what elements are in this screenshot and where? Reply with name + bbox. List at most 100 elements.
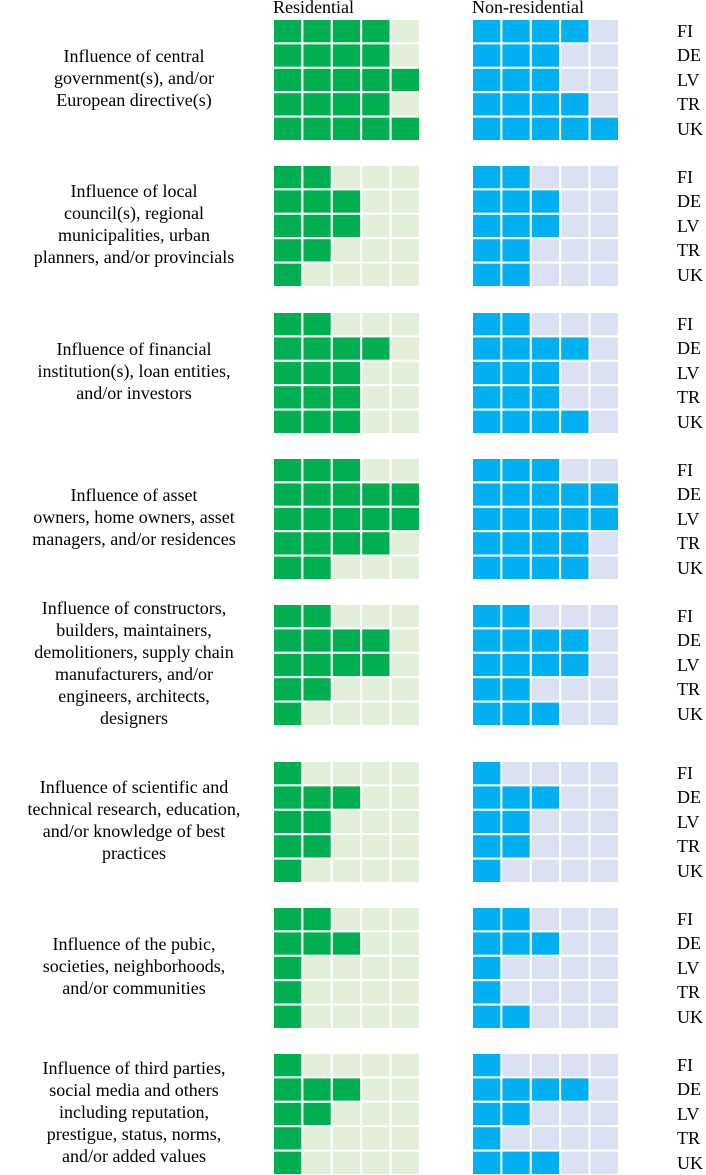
residential-cell-uk-5-empty <box>389 857 422 884</box>
nonresidential-cell-uk-3-empty <box>529 261 562 289</box>
country-label-fi: FI <box>677 21 694 41</box>
nonresidential-cell-lv-3-empty <box>529 808 562 836</box>
residential-cell-de-2-filled <box>301 627 333 654</box>
residential-cell-uk-1-filled <box>272 1003 304 1030</box>
nonresidential-cell-fi-4-empty <box>559 906 591 933</box>
country-label-fi: FI <box>677 606 694 626</box>
nonresidential-cell-lv-4-filled <box>559 505 591 533</box>
nonresidential-cell-uk-1-filled <box>471 554 503 581</box>
nonresidential-cell-tr-4-empty <box>559 833 591 860</box>
nonresidential-cell-tr-2-filled <box>500 237 532 264</box>
residential-cell-lv-2-filled <box>301 66 333 94</box>
nonresidential-cell-lv-4-empty <box>559 66 591 94</box>
residential-cell-tr-4-empty <box>360 384 392 411</box>
residential-cell-lv-1-filled <box>272 954 304 982</box>
nonresidential-cell-fi-2-filled <box>500 164 532 191</box>
nonresidential-cell-uk-3-filled <box>529 115 562 142</box>
residential-cell-de-3-filled <box>330 930 363 957</box>
residential-cell-fi-4-empty <box>360 1052 392 1079</box>
nonresidential-cell-tr-4-empty <box>559 676 591 703</box>
residential-cell-lv-1-filled <box>272 808 304 836</box>
nonresidential-cell-de-1-filled <box>471 481 503 508</box>
nonresidential-cell-lv-5-empty <box>588 359 620 387</box>
nonresidential-cell-tr-2-filled <box>500 676 532 703</box>
nonresidential-cell-fi-3-empty <box>529 906 562 933</box>
residential-cell-lv-2-filled <box>301 212 333 240</box>
residential-cell-fi-2-filled <box>301 18 333 45</box>
nonresidential-cell-fi-4-empty <box>559 164 591 191</box>
nonresidential-cell-fi-4-empty <box>559 457 591 484</box>
nonresidential-cell-uk-4-filled <box>559 115 591 142</box>
residential-cell-lv-4-empty <box>360 1100 392 1128</box>
nonresidential-cell-uk-3-filled <box>529 1149 562 1175</box>
residential-cell-de-4-filled <box>360 627 392 654</box>
residential-cell-de-3-filled <box>330 1076 363 1103</box>
residential-cell-fi-1-filled <box>272 311 304 338</box>
country-label-fi: FI <box>677 1055 694 1075</box>
residential-cell-lv-2-filled <box>301 505 333 533</box>
nonresidential-cell-tr-3-filled <box>529 530 562 557</box>
residential-cell-lv-2-filled <box>301 651 333 679</box>
country-label-uk: UK <box>677 703 703 724</box>
residential-cell-tr-2-filled <box>301 676 333 703</box>
nonresidential-cell-de-4-empty <box>559 188 591 215</box>
nonresidential-cell-lv-4-empty <box>559 359 591 387</box>
nonresidential-cell-tr-1-filled <box>471 979 503 1006</box>
country-label-lv: LV <box>677 957 700 978</box>
residential-cell-fi-5-empty <box>389 457 422 484</box>
nonresidential-cell-fi-3-filled <box>529 18 562 45</box>
country-label-lv: LV <box>677 508 700 529</box>
nonresidential-cell-tr-5-empty <box>588 530 620 557</box>
residential-cell-tr-3-empty <box>330 979 363 1006</box>
residential-cell-de-2-filled <box>301 1076 333 1103</box>
residential-cell-lv-4-empty <box>360 954 392 982</box>
country-label-de: DE <box>677 191 701 212</box>
nonresidential-cell-fi-5-empty <box>588 18 620 45</box>
nonresidential-cell-uk-4-empty <box>559 1003 591 1030</box>
residential-cell-lv-3-empty <box>330 954 363 982</box>
nonresidential-cell-tr-2-filled <box>500 530 532 557</box>
nonresidential-cell-de-3-filled <box>529 188 562 215</box>
country-label-de: DE <box>677 484 701 505</box>
residential-cell-lv-4-filled <box>360 651 392 679</box>
nonresidential-cell-uk-3-empty <box>529 1003 562 1030</box>
nonresidential-cell-lv-1-filled <box>471 66 503 94</box>
nonresidential-cell-de-2-filled <box>500 930 532 957</box>
nonresidential-cell-fi-2-filled <box>500 603 532 630</box>
nonresidential-cell-tr-4-empty <box>559 1125 591 1152</box>
nonresidential-cell-uk-5-filled <box>588 115 620 142</box>
residential-cell-fi-5-empty <box>389 18 422 45</box>
nonresidential-cell-uk-2-filled <box>500 408 532 436</box>
nonresidential-cell-fi-4-empty <box>559 760 591 787</box>
nonresidential-cell-uk-5-empty <box>588 408 620 436</box>
nonresidential-cell-tr-5-empty <box>588 1125 620 1152</box>
nonresidential-cell-tr-2-filled <box>500 91 532 118</box>
residential-cell-fi-5-empty <box>389 906 422 933</box>
nonresidential-cell-de-2-filled <box>500 188 532 215</box>
residential-cell-fi-2-empty <box>301 760 333 787</box>
nonresidential-cell-uk-1-filled <box>471 261 503 289</box>
residential-cell-fi-3-empty <box>330 760 363 787</box>
group-label-1: Influence of central government(s), and/o… <box>54 46 214 110</box>
nonresidential-cell-de-2-filled <box>500 481 532 508</box>
residential-cell-de-1-filled <box>272 784 304 811</box>
nonresidential-cell-de-2-filled <box>500 1076 532 1103</box>
residential-cell-fi-5-empty <box>389 603 422 630</box>
nonresidential-cell-tr-4-empty <box>559 979 591 1006</box>
residential-cell-lv-2-filled <box>301 1100 333 1128</box>
nonresidential-cell-lv-5-empty <box>588 808 620 836</box>
nonresidential-cell-lv-3-filled <box>529 505 562 533</box>
country-label-fi: FI <box>677 763 694 783</box>
residential-cell-uk-2-empty <box>301 700 333 727</box>
group-label-2: Influence of local council(s), regional mu… <box>33 181 235 267</box>
residential-cell-de-4-empty <box>360 1076 392 1103</box>
nonresidential-cell-de-5-empty <box>588 784 620 811</box>
nonresidential-cell-fi-5-empty <box>588 457 620 484</box>
residential-cell-uk-2-filled <box>301 554 333 581</box>
residential-cell-fi-2-filled <box>301 311 333 338</box>
nonresidential-cell-fi-3-empty <box>529 760 562 787</box>
group-label-8: Influence of third parties, social media … <box>42 1058 226 1166</box>
nonresidential-cell-uk-3-filled <box>529 408 562 436</box>
nonresidential-cell-fi-5-empty <box>588 311 620 338</box>
residential-cell-uk-3-empty <box>330 261 363 289</box>
